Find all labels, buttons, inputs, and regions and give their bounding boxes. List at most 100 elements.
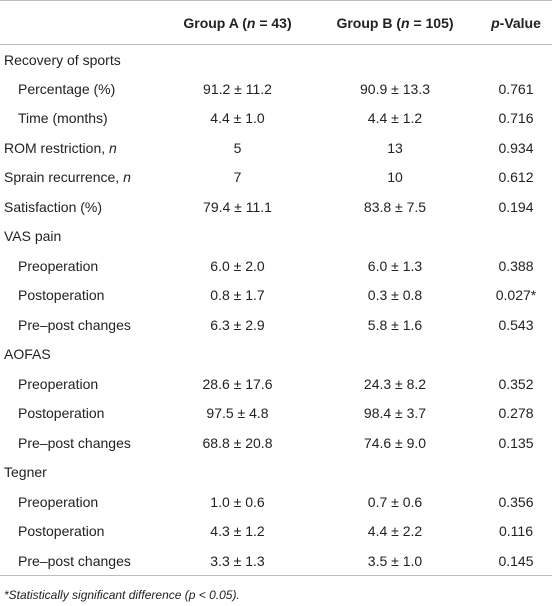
table-row: Preoperation 28.6 ± 17.6 24.3 ± 8.2 0.352 bbox=[0, 369, 552, 399]
value-cell: 0.3 ± 0.8 bbox=[367, 287, 423, 304]
value-cell: 1.0 ± 0.6 bbox=[210, 493, 265, 510]
table-row: Pre–post changes 68.8 ± 20.8 74.6 ± 9.0 0.1… bbox=[0, 428, 552, 458]
value-cell: 0.7 ± 0.6 bbox=[367, 493, 423, 510]
group-row: AOFAS bbox=[0, 340, 552, 370]
row-label: Preoperation bbox=[18, 257, 99, 274]
value-cell: 0.116 bbox=[499, 523, 533, 540]
table-body: Recovery of sports Percentage (%) 91.2 ± 1… bbox=[0, 45, 552, 576]
row-label: Pre–post changes bbox=[18, 316, 131, 333]
empty-cell bbox=[165, 222, 310, 252]
cell-text: n bbox=[246, 14, 256, 31]
row-label: ROM restriction, n bbox=[0, 133, 165, 163]
group-label: AOFAS bbox=[4, 346, 51, 363]
value-cell: 0.356 bbox=[498, 493, 534, 510]
cell-text: Group B ( bbox=[336, 14, 401, 31]
value-cell: 68.8 ± 20.8 bbox=[202, 434, 273, 451]
value-cell: 91.2 ± 11.2 bbox=[203, 80, 272, 97]
group-label: VAS pain bbox=[4, 228, 62, 245]
empty-cell bbox=[310, 340, 480, 370]
group-row: VAS pain bbox=[0, 222, 552, 252]
table-row: Percentage (%) 91.2 ± 11.2 90.9 ± 13.3 0.76… bbox=[0, 74, 552, 104]
value-cell: 0.145 bbox=[480, 546, 552, 576]
value-cell: 6.0 ± 1.3 bbox=[367, 257, 423, 274]
value-cell: 0.194 bbox=[498, 198, 534, 215]
empty-cell bbox=[480, 222, 552, 252]
table-row: Satisfaction (%) 79.4 ± 11.1 83.8 ± 7.5 0.1… bbox=[0, 192, 552, 222]
header-cell: Group A (n = 43) bbox=[165, 0, 310, 45]
cell-text: n bbox=[401, 14, 410, 31]
empty-cell bbox=[310, 45, 480, 75]
row-label: Postoperation bbox=[18, 405, 105, 422]
value-cell: 10 bbox=[387, 169, 403, 186]
header-cell bbox=[0, 0, 165, 45]
value-cell: 4.4 ± 1.0 bbox=[210, 110, 265, 127]
group-row: Recovery of sports bbox=[0, 45, 552, 75]
cell-text: = 105) bbox=[409, 14, 454, 31]
value-cell: 7 bbox=[233, 169, 242, 186]
footnote: *Statistically significant difference (p… bbox=[4, 588, 240, 602]
table-row: Postoperation 97.5 ± 4.8 98.4 ± 3.7 0.278 bbox=[0, 399, 552, 429]
cell-text: -Value bbox=[499, 14, 541, 31]
value-cell: 3.5 ± 1.0 bbox=[310, 546, 480, 576]
value-cell: 0.135 bbox=[498, 434, 534, 451]
value-cell: 98.4 ± 3.7 bbox=[363, 405, 427, 422]
table-row: Postoperation 4.3 ± 1.2 4.4 ± 2.2 0.116 bbox=[0, 517, 552, 547]
table-header: Group A (n = 43) Group B (n = 105) p-Value bbox=[0, 0, 552, 45]
header-cell: Group B (n = 105) bbox=[310, 0, 480, 45]
cell-text: = 43) bbox=[255, 14, 292, 31]
value-cell: 90.9 ± 13.3 bbox=[360, 80, 430, 97]
value-cell: 97.5 ± 4.8 bbox=[206, 405, 269, 422]
row-label: Satisfaction (%) bbox=[4, 198, 103, 215]
value-cell: 3.3 ± 1.3 bbox=[165, 546, 310, 576]
row-label: Preoperation bbox=[18, 375, 99, 392]
value-cell: 5.8 ± 1.6 bbox=[367, 316, 423, 333]
row-label: Time (months) bbox=[18, 110, 108, 127]
value-cell: 0.934 bbox=[498, 139, 534, 156]
value-cell: 74.6 ± 9.0 bbox=[363, 434, 427, 451]
value-cell: 0.027* bbox=[495, 287, 537, 304]
table-row: ROM restriction, n 5 13 0.934 bbox=[0, 133, 552, 163]
results-table: Group A (n = 43) Group B (n = 105) p-Value… bbox=[0, 0, 552, 576]
cell-text: Sprain recurrence, bbox=[4, 169, 124, 186]
value-cell: 79.4 ± 11.1 bbox=[203, 198, 272, 215]
value-cell: 5 bbox=[233, 139, 242, 156]
cell-text: p bbox=[491, 14, 500, 31]
cell-text: n bbox=[109, 139, 117, 156]
row-label: Pre–post changes bbox=[18, 434, 131, 451]
header-cell: p-Value bbox=[480, 0, 552, 45]
empty-cell bbox=[480, 45, 552, 75]
value-cell: 4.4 ± 2.2 bbox=[367, 523, 423, 540]
empty-cell bbox=[480, 458, 552, 488]
cell-text: ROM restriction, bbox=[4, 139, 110, 156]
table-row: Preoperation 6.0 ± 2.0 6.0 ± 1.3 0.388 bbox=[0, 251, 552, 281]
value-cell: 28.6 ± 17.6 bbox=[202, 375, 273, 392]
value-cell: 0.388 bbox=[498, 257, 534, 274]
value-cell: 0.8 ± 1.7 bbox=[210, 287, 265, 304]
value-cell: 0.716 bbox=[498, 110, 534, 127]
empty-cell bbox=[165, 45, 310, 75]
cell-text: n bbox=[123, 169, 131, 186]
group-row: Tegner bbox=[0, 458, 552, 488]
value-cell: 0.278 bbox=[498, 405, 534, 422]
empty-cell bbox=[310, 222, 480, 252]
row-label: Postoperation bbox=[18, 523, 105, 540]
empty-cell bbox=[165, 340, 310, 370]
row-label: Preoperation bbox=[18, 493, 99, 510]
empty-cell bbox=[165, 458, 310, 488]
value-cell: 0.352 bbox=[498, 375, 534, 392]
value-cell: 6.3 ± 2.9 bbox=[210, 316, 265, 333]
table-row: Postoperation 0.8 ± 1.7 0.3 ± 0.8 0.027* bbox=[0, 281, 552, 311]
value-cell: 83.8 ± 7.5 bbox=[363, 198, 427, 215]
value-cell: 6.0 ± 2.0 bbox=[210, 257, 265, 274]
value-cell: 0.761 bbox=[498, 80, 534, 97]
empty-cell bbox=[310, 458, 480, 488]
value-cell: 13 bbox=[387, 139, 403, 156]
value-cell: 0.612 bbox=[498, 169, 534, 186]
table-row: Preoperation 1.0 ± 0.6 0.7 ± 0.6 0.356 bbox=[0, 487, 552, 517]
table-row: Pre–post changes 3.3 ± 1.3 3.5 ± 1.0 0.145 bbox=[0, 546, 552, 576]
value-cell: 0.543 bbox=[498, 316, 534, 333]
group-label: Tegner bbox=[4, 464, 47, 481]
group-label: Recovery of sports bbox=[4, 51, 121, 68]
table-row: Time (months) 4.4 ± 1.0 4.4 ± 1.2 0.716 bbox=[0, 104, 552, 134]
